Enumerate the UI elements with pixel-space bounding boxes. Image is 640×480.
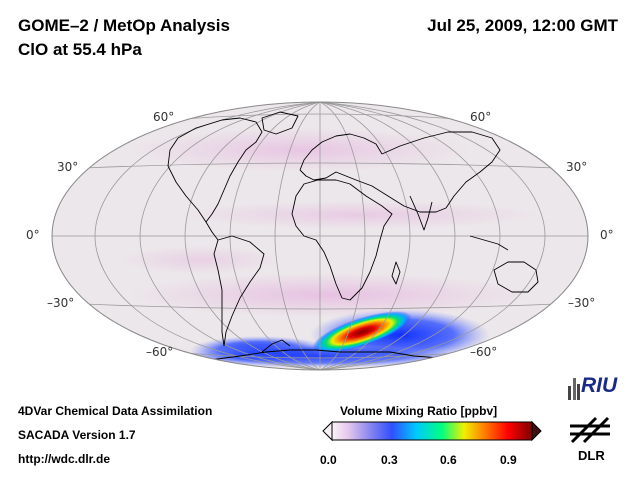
map-subtitle: ClO at 55.4 hPa: [18, 40, 142, 59]
dlr-logo-icon: [570, 416, 610, 444]
lat-label-right-0: 0°: [600, 228, 614, 242]
lat-label-left-60n: 60°: [153, 110, 175, 124]
riu-logo-text: RIU: [581, 374, 618, 397]
lat-label-left-30s: –30°: [47, 296, 75, 310]
colorbar-title: Volume Mixing Ratio [ppbv]: [340, 404, 498, 418]
lat-label-left-30n: 30°: [57, 160, 79, 174]
colorbar: [322, 420, 542, 442]
riu-logo: RIU: [566, 374, 626, 404]
lat-label-right-60n: 60°: [470, 110, 492, 124]
colorbar-tick-2: 0.6: [440, 453, 457, 467]
footer-line3: http://wdc.dlr.de: [18, 452, 110, 466]
colorbar-tick-1: 0.3: [381, 453, 398, 467]
dlr-logo-text: DLR: [578, 448, 605, 463]
colorbar-low-arrow: [322, 420, 333, 442]
colorbar-tick-3: 0.9: [500, 453, 517, 467]
colorbar-high-arrow: [531, 420, 542, 442]
map-date: Jul 25, 2009, 12:00 GMT: [427, 16, 618, 35]
lat-label-right-60s: –60°: [470, 345, 498, 359]
riu-building-icon: [568, 378, 580, 400]
lat-label-left-60s: –60°: [146, 345, 174, 359]
footer-line2: SACADA Version 1.7: [18, 428, 136, 442]
lat-label-right-30s: –30°: [568, 296, 596, 310]
lat-label-left-0: 0°: [26, 228, 40, 242]
colorbar-tick-0: 0.0: [320, 453, 337, 467]
lat-label-right-30n: 30°: [566, 160, 588, 174]
map-title: GOME–2 / MetOp Analysis: [18, 16, 230, 35]
footer-line1: 4DVar Chemical Data Assimilation: [18, 404, 213, 418]
